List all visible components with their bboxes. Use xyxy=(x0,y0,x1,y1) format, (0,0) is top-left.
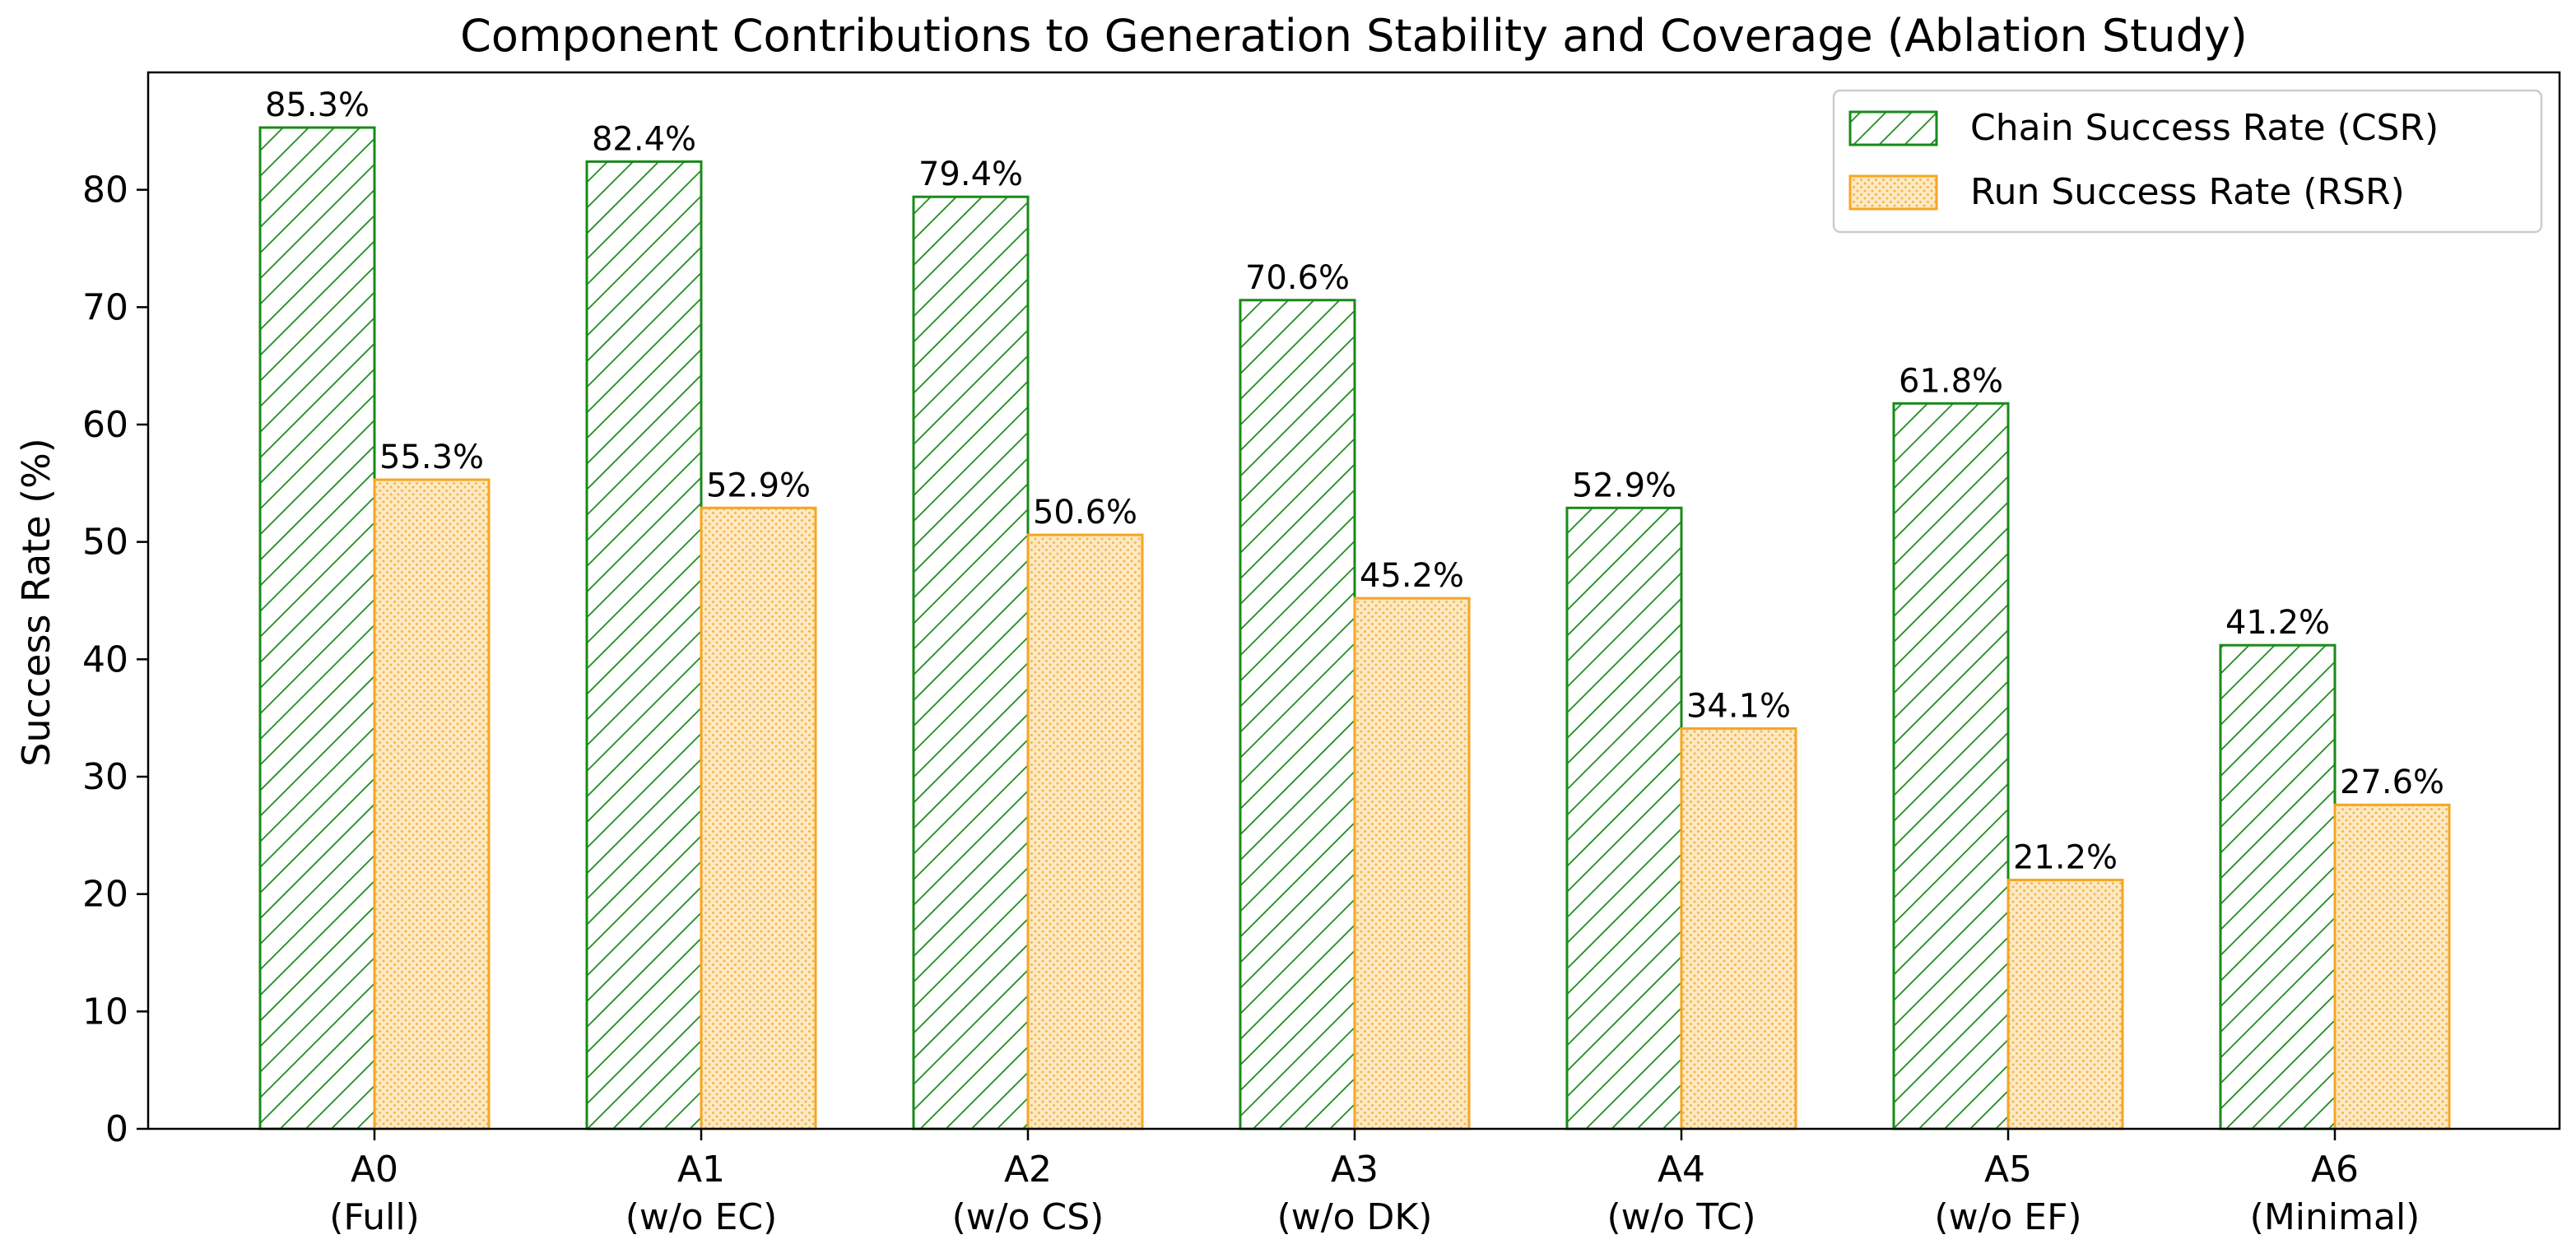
data-label-rsr: 45.2% xyxy=(1360,557,1464,595)
bar-csr xyxy=(1239,299,1356,1130)
y-tick-label: 60 xyxy=(82,404,128,446)
x-tick-label-desc: (w/o CS) xyxy=(952,1196,1104,1238)
legend-label-csr: Chain Success Rate (CSR) xyxy=(1970,107,2439,149)
data-label-csr: 85.3% xyxy=(265,86,370,124)
data-label-rsr: 21.2% xyxy=(2013,839,2118,877)
legend: Chain Success Rate (CSR) Run Success Rat… xyxy=(1832,89,2543,234)
x-tick-label-desc: (Full) xyxy=(329,1196,420,1238)
legend-swatch-csr xyxy=(1848,110,1938,146)
plot-frame xyxy=(146,71,2561,1130)
bar-rsr xyxy=(2006,879,2124,1130)
legend-label-rsr: Run Success Rate (RSR) xyxy=(1970,171,2405,213)
x-axis-ticks: A0 (Full) A1 (w/o EC) A2 (w/o CS) A3 (w/o DK) A4… xyxy=(329,1129,2420,1238)
bar-rsr xyxy=(373,478,491,1130)
data-label-rsr: 50.6% xyxy=(1033,494,1137,532)
x-tick-label-desc: (w/o TC) xyxy=(1607,1196,1755,1238)
data-labels-group: 85.3% 55.3% 82.4% 52.9% 79.4% 50.6% 70.6% 45.2%… xyxy=(265,86,2444,876)
data-label-csr: 79.4% xyxy=(918,156,1023,193)
y-axis-ticks: 0 10 20 30 40 50 60 70 80 xyxy=(82,169,148,1150)
data-label-rsr: 34.1% xyxy=(1686,688,1791,726)
y-tick-label: 20 xyxy=(82,874,128,916)
x-tick-label-desc: (w/o DK) xyxy=(1277,1196,1433,1238)
x-tick-label-code: A3 xyxy=(1331,1149,1379,1191)
x-tick-label-code: A0 xyxy=(351,1149,398,1191)
bar-csr xyxy=(912,195,1030,1130)
bar-rsr xyxy=(1353,597,1471,1130)
data-label-rsr: 27.6% xyxy=(2340,764,2444,801)
bars-group xyxy=(258,126,2451,1130)
data-label-csr: 41.2% xyxy=(2225,604,2330,642)
bar-csr xyxy=(1892,402,2010,1130)
x-tick-label-code: A5 xyxy=(1984,1149,2032,1191)
y-tick-label: 30 xyxy=(82,756,128,798)
data-label-rsr: 55.3% xyxy=(379,439,484,476)
y-tick-label: 10 xyxy=(82,991,128,1033)
bar-csr xyxy=(258,126,376,1130)
legend-box xyxy=(1832,89,2543,234)
x-tick-label-desc: (w/o EF) xyxy=(1934,1196,2081,1238)
bar-rsr xyxy=(2333,803,2451,1130)
bar-csr xyxy=(1565,506,1683,1130)
bar-csr xyxy=(2219,643,2337,1130)
data-label-csr: 70.6% xyxy=(1245,259,1350,297)
bar-rsr xyxy=(1026,533,1144,1130)
y-tick-label: 40 xyxy=(82,638,128,680)
bar-rsr xyxy=(1680,727,1797,1130)
y-tick-label: 0 xyxy=(105,1108,128,1150)
x-tick-label-code: A2 xyxy=(1004,1149,1052,1191)
y-axis-label: Success Rate (%) xyxy=(14,438,58,767)
data-label-csr: 61.8% xyxy=(1899,362,2003,400)
y-tick-label: 80 xyxy=(82,169,128,211)
x-tick-label-code: A4 xyxy=(1658,1149,1705,1191)
x-tick-label-code: A1 xyxy=(677,1149,725,1191)
x-tick-label-desc: (Minimal) xyxy=(2250,1196,2420,1238)
chart-title: Component Contributions to Generation St… xyxy=(460,10,2248,62)
bar-csr xyxy=(585,160,703,1130)
data-label-rsr: 52.9% xyxy=(706,467,811,504)
y-tick-label: 70 xyxy=(82,286,128,328)
legend-swatch-rsr xyxy=(1848,174,1938,211)
bar-rsr xyxy=(700,506,817,1130)
data-label-csr: 82.4% xyxy=(592,120,696,158)
x-tick-label-code: A6 xyxy=(2311,1149,2359,1191)
y-tick-label: 50 xyxy=(82,522,128,564)
x-tick-label-desc: (w/o EC) xyxy=(625,1196,778,1238)
data-label-csr: 52.9% xyxy=(1572,467,1676,504)
